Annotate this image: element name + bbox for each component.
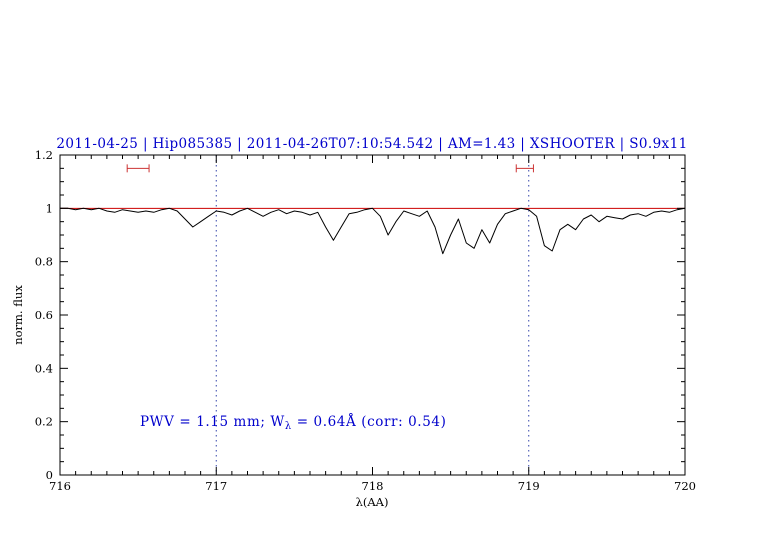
x-tick-label: 716 bbox=[49, 479, 71, 493]
y-tick-label: 0.4 bbox=[35, 361, 53, 375]
spectrum-line bbox=[60, 207, 686, 255]
pwv-annotation: PWV = 1.15 mm; Wλ = 0.64Å (corr: 0.54) bbox=[140, 414, 446, 432]
x-tick-label: 717 bbox=[205, 479, 227, 493]
pwv-annotation-sub: λ bbox=[285, 421, 292, 432]
y-tick-label: 1 bbox=[46, 201, 53, 215]
y-tick-label: 0.2 bbox=[35, 415, 53, 429]
y-tick-label: 0.8 bbox=[35, 255, 53, 269]
x-tick-label: 718 bbox=[362, 479, 384, 493]
y-tick-label: 1.2 bbox=[35, 148, 53, 162]
x-tick-label: 719 bbox=[518, 479, 540, 493]
plot-title: 2011-04-25 | Hip085385 | 2011-04-26T07:1… bbox=[56, 136, 687, 152]
y-tick-label: 0 bbox=[46, 468, 53, 482]
x-tick-label: 720 bbox=[674, 479, 696, 493]
chart-layer: 716 717 718 719 720 0 0.2 0.4 0.6 0.8 1 1.2 bbox=[35, 148, 696, 493]
y-axis-label: norm. flux bbox=[11, 285, 25, 345]
pwv-annotation-pre: PWV = 1.15 mm; W bbox=[140, 414, 285, 430]
x-axis-label: λ(AA) bbox=[356, 495, 389, 509]
y-tick-label: 0.6 bbox=[35, 308, 53, 322]
pwv-annotation-post: = 0.64Å (corr: 0.54) bbox=[292, 414, 447, 430]
